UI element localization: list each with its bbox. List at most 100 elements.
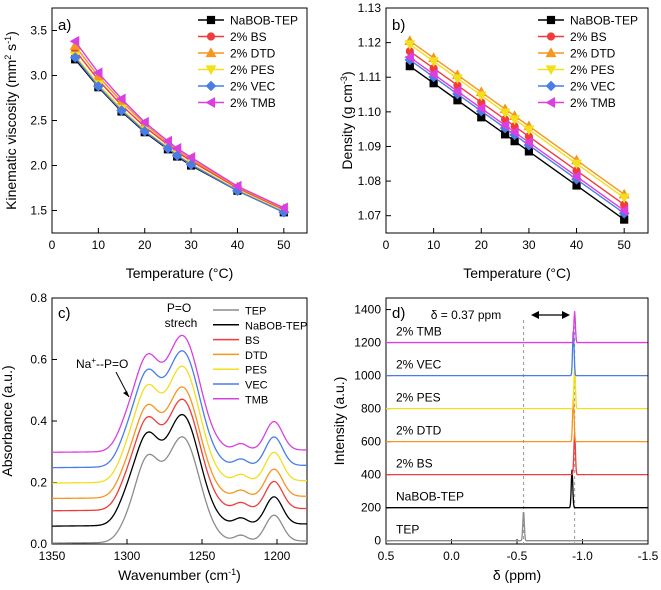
legend-marker — [546, 32, 556, 41]
panel-d-series: TEP NaBOB-TEP 2% BS 2% DTD 2% PES 2% VEC 2% TM… — [386, 311, 648, 544]
panel-a-frame — [51, 7, 308, 234]
y-tick-label: 1.08 — [358, 174, 382, 188]
y-tick-label: 3.5 — [30, 24, 47, 38]
x-tick-label: -1.5 — [638, 549, 659, 563]
nmr-spectrum — [386, 331, 648, 377]
panel-d-ylabel: Intensity (a.u.) — [331, 377, 347, 466]
y-tick-label: 1000 — [354, 369, 381, 383]
y-tick-label: 2.0 — [30, 159, 47, 173]
legend-label: 2% VEC — [230, 80, 276, 94]
legend-marker — [205, 47, 217, 58]
legend-label: VEC — [245, 380, 268, 392]
series-label: 2% DTD — [396, 424, 442, 438]
y-tick-label: 0.2 — [30, 476, 47, 490]
data-point — [69, 52, 81, 63]
y-tick-label: 1200 — [354, 336, 381, 350]
panel-c-series — [51, 334, 307, 544]
data-point — [475, 91, 487, 102]
panel-b-axes: 0 10 20 30 40 50 1.07 1.08 1.09 1.10 1.11 1.12 1.13 — [358, 1, 632, 252]
nmr-spectrum — [386, 365, 648, 410]
spectrum-line — [51, 398, 307, 512]
legend-label: 2% BS — [230, 30, 267, 44]
data-point — [571, 159, 582, 170]
spectrum-line — [51, 413, 307, 527]
panel-c-axes: 1350 1300 1250 1200 0.0 0.2 0.4 0.6 0.8 — [30, 291, 290, 563]
panel-d: 0.5 0.0 -0.5 -1.0 -1.5 0 200 400 600 800 1000 1200 1… — [331, 297, 659, 583]
panel-c-shoulder-annotation: Na+--P=O — [76, 356, 128, 371]
data-point — [404, 51, 414, 63]
data-point — [570, 171, 581, 182]
legend-marker — [205, 80, 217, 92]
panel-d-delta-annotation: δ = 0.37 ppm — [431, 308, 501, 322]
legend-marker — [205, 97, 216, 108]
series-label: 2% BS — [396, 457, 433, 471]
y-tick-label: 1400 — [354, 303, 381, 317]
x-tick-label: -1.0 — [572, 549, 593, 563]
y-tick-label: 1.5 — [30, 204, 47, 218]
panel-c-peak-annotation-2: strech — [165, 316, 198, 330]
panel-d-axes: 0.5 0.0 -0.5 -1.0 -1.5 0 200 400 600 800 1000 1200 1… — [354, 303, 658, 563]
data-point — [171, 142, 182, 154]
legend-label: 2% BS — [570, 30, 607, 44]
spectrum-line — [51, 386, 307, 500]
x-tick-label: 0 — [383, 238, 390, 252]
legend-label: PES — [245, 365, 267, 377]
y-tick-label: 0.4 — [30, 414, 47, 428]
spectrum-line — [51, 350, 307, 469]
panel-b-frame — [385, 7, 649, 234]
x-tick-label: 1300 — [114, 549, 141, 563]
data-point — [452, 74, 463, 85]
data-point — [115, 93, 126, 105]
x-tick-label: 10 — [92, 238, 106, 252]
panel-b-label: b) — [392, 17, 405, 34]
panel-a: 0 10 20 30 40 50 1.5 2.0 2.5 3.0 3.5 NaBOB-TEP 2% B… — [3, 7, 308, 281]
y-tick-label: 600 — [361, 435, 381, 449]
legend-label: TEP — [245, 306, 266, 318]
y-tick-label: 800 — [361, 402, 381, 416]
x-tick-label: 40 — [570, 238, 584, 252]
y-tick-label: 1.10 — [358, 105, 382, 119]
panel-b: 0 10 20 30 40 501.071.081.091.101.111.121.13 … — [339, 1, 649, 281]
y-tick-label: 0.8 — [30, 291, 47, 305]
y-tick-label: 1.12 — [358, 36, 382, 50]
panel-a-label: a) — [58, 17, 71, 34]
legend-label: BS — [245, 335, 260, 347]
x-tick-label: 0 — [49, 238, 56, 252]
data-point — [509, 115, 521, 125]
legend-marker — [205, 65, 217, 76]
panel-c: 1350 1300 1250 1200 0.0 0.2 0.4 0.6 0.8 TEP NaBOB… — [0, 291, 308, 583]
series-label: TEP — [396, 523, 419, 537]
y-tick-label: 2.5 — [30, 114, 47, 128]
data-point — [185, 151, 196, 163]
legend-label: 2% VEC — [570, 80, 616, 94]
data-point — [428, 57, 440, 68]
nmr-spectrum — [386, 512, 648, 542]
x-tick-label: 20 — [138, 238, 152, 252]
panel-c-ylabel: Absorbance (a.u.) — [0, 365, 15, 476]
x-tick-label: 30 — [522, 238, 536, 252]
legend-label: NaBOB-TEP — [245, 320, 307, 332]
panel-a-series — [69, 35, 290, 218]
legend-label: DTD — [245, 350, 268, 362]
data-point — [278, 202, 288, 214]
data-point — [116, 105, 127, 116]
data-point — [139, 116, 149, 128]
y-tick-label: 1.11 — [359, 70, 382, 84]
data-point — [499, 119, 510, 131]
data-point — [618, 193, 630, 204]
data-point — [69, 35, 80, 47]
legend-marker — [545, 80, 557, 92]
y-tick-label: 1.13 — [358, 1, 382, 15]
legend-label: 2% DTD — [230, 47, 276, 61]
x-tick-label: 30 — [184, 238, 198, 252]
nmr-spectrum — [386, 431, 648, 476]
y-tick-label: 1.09 — [358, 139, 382, 153]
panel-d-delta-arrowhead-right — [562, 311, 570, 319]
panel-c-shoulder-arrowhead — [123, 391, 129, 397]
data-point — [499, 108, 511, 119]
x-tick-label: 1250 — [189, 549, 216, 563]
panel-b-xlabel: Temperature (°C) — [463, 265, 571, 281]
panel-c-legend: TEP NaBOB-TEP BS DTD PES VEC TMB — [213, 306, 307, 406]
data-point — [404, 40, 416, 50]
